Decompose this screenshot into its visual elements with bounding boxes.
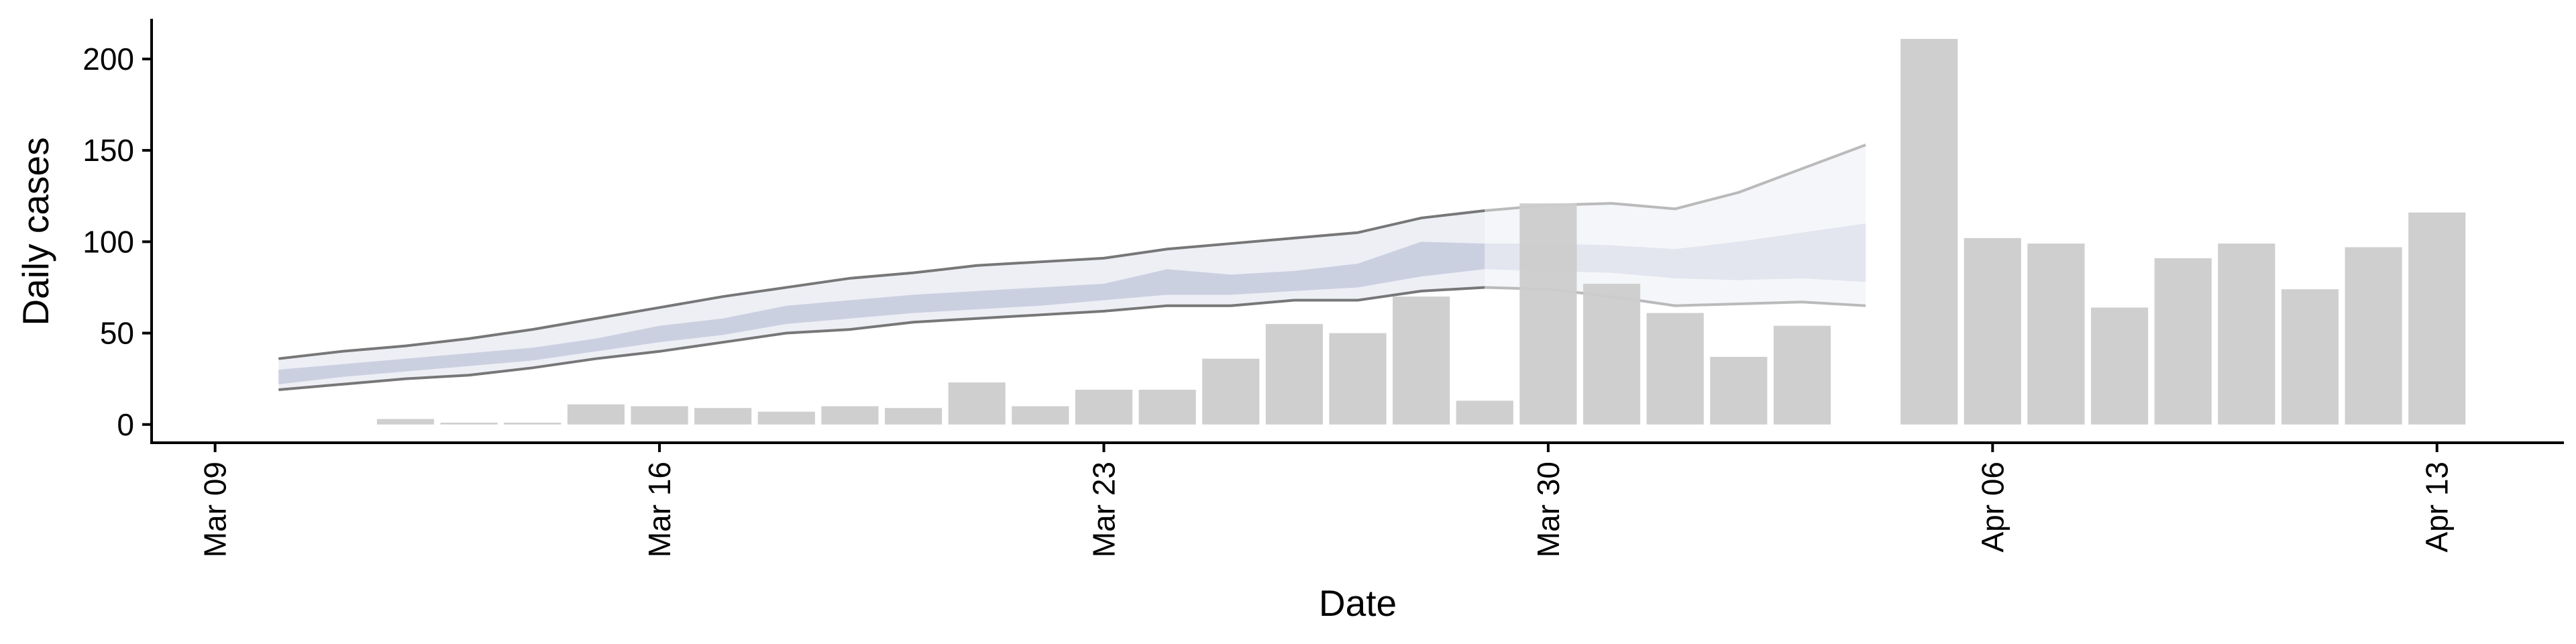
estimate-band-layer: [278, 144, 1866, 391]
bar: [567, 404, 625, 425]
y-tick-label: 0: [117, 407, 134, 442]
bar: [1900, 38, 1958, 425]
bar: [1075, 390, 1133, 425]
bar: [2281, 289, 2339, 425]
forecast-band-50: [1485, 223, 1866, 282]
bar: [2027, 244, 2085, 425]
x-tick-label: Mar 09: [198, 462, 233, 557]
y-ticks: 0 50 100 150 200: [83, 42, 152, 442]
bar: [440, 423, 498, 425]
bar-layer: [376, 38, 2466, 425]
bar: [631, 406, 688, 425]
x-axis-title: Date: [1319, 582, 1397, 624]
bar: [1964, 237, 2021, 425]
forecast-band-90: [1485, 144, 1866, 306]
bar: [1710, 356, 1768, 425]
bar: [2154, 258, 2212, 425]
bar: [1202, 358, 1260, 425]
bar: [2345, 247, 2402, 425]
estimate-upper-line: [278, 209, 1485, 360]
bar: [1329, 333, 1387, 425]
bar: [1265, 323, 1323, 425]
bar: [1012, 406, 1069, 425]
bar: [2218, 244, 2275, 425]
bar: [376, 419, 435, 425]
bar: [1582, 284, 1641, 425]
y-tick-label: 200: [83, 42, 134, 76]
bar: [504, 423, 561, 425]
bar: [1456, 400, 1513, 425]
x-tick-label: Apr 06: [1975, 462, 2010, 553]
bar: [884, 408, 943, 425]
axes-layer: [150, 19, 2564, 444]
bar: [2090, 307, 2149, 425]
x-ticks: Mar 09 Mar 16 Mar 23 Mar 30 Apr 06 Apr 13: [198, 443, 2455, 557]
bar: [1519, 203, 1577, 425]
bar: [948, 382, 1006, 425]
estimate-band-50: [278, 241, 1485, 384]
x-tick-label: Mar 23: [1086, 462, 1121, 557]
x-tick-label: Apr 13: [2420, 462, 2455, 553]
y-tick-label: 100: [83, 224, 134, 259]
estimate-lower-line: [278, 286, 1485, 391]
bar: [2408, 212, 2466, 425]
bar: [694, 408, 752, 425]
bar: [1773, 325, 1831, 425]
x-tick-label: Mar 16: [642, 462, 677, 557]
y-axis-title: Daily cases: [15, 137, 56, 325]
bar: [821, 406, 879, 425]
x-tick-label: Mar 30: [1531, 462, 1566, 557]
bar: [757, 411, 815, 425]
bar: [1646, 313, 1704, 425]
bar: [1138, 390, 1196, 425]
y-tick-label: 50: [100, 316, 134, 351]
bar: [1393, 297, 1450, 425]
y-tick-label: 150: [83, 133, 134, 168]
